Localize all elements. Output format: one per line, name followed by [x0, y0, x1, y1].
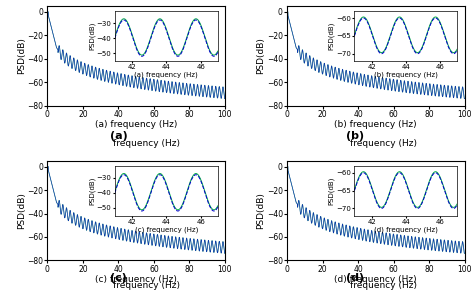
X-axis label: (a) frequency (Hz): (a) frequency (Hz) [95, 120, 177, 129]
Y-axis label: PSD(dB): PSD(dB) [256, 192, 265, 229]
Y-axis label: PSD(dB): PSD(dB) [256, 37, 265, 74]
Text: (b): (b) [346, 131, 365, 141]
Text: (c): (c) [110, 273, 127, 283]
Text: frequency (Hz): frequency (Hz) [113, 281, 181, 290]
Text: frequency (Hz): frequency (Hz) [350, 139, 418, 148]
X-axis label: (d) frequency (Hz): (d) frequency (Hz) [335, 275, 417, 284]
Text: frequency (Hz): frequency (Hz) [113, 139, 181, 148]
Text: frequency (Hz): frequency (Hz) [350, 281, 418, 290]
Text: (d): (d) [346, 273, 365, 283]
Text: (a): (a) [109, 131, 128, 141]
Y-axis label: PSD(dB): PSD(dB) [17, 192, 26, 229]
X-axis label: (b) frequency (Hz): (b) frequency (Hz) [335, 120, 417, 129]
Y-axis label: PSD(dB): PSD(dB) [17, 37, 26, 74]
X-axis label: (c) frequency (Hz): (c) frequency (Hz) [95, 275, 177, 284]
